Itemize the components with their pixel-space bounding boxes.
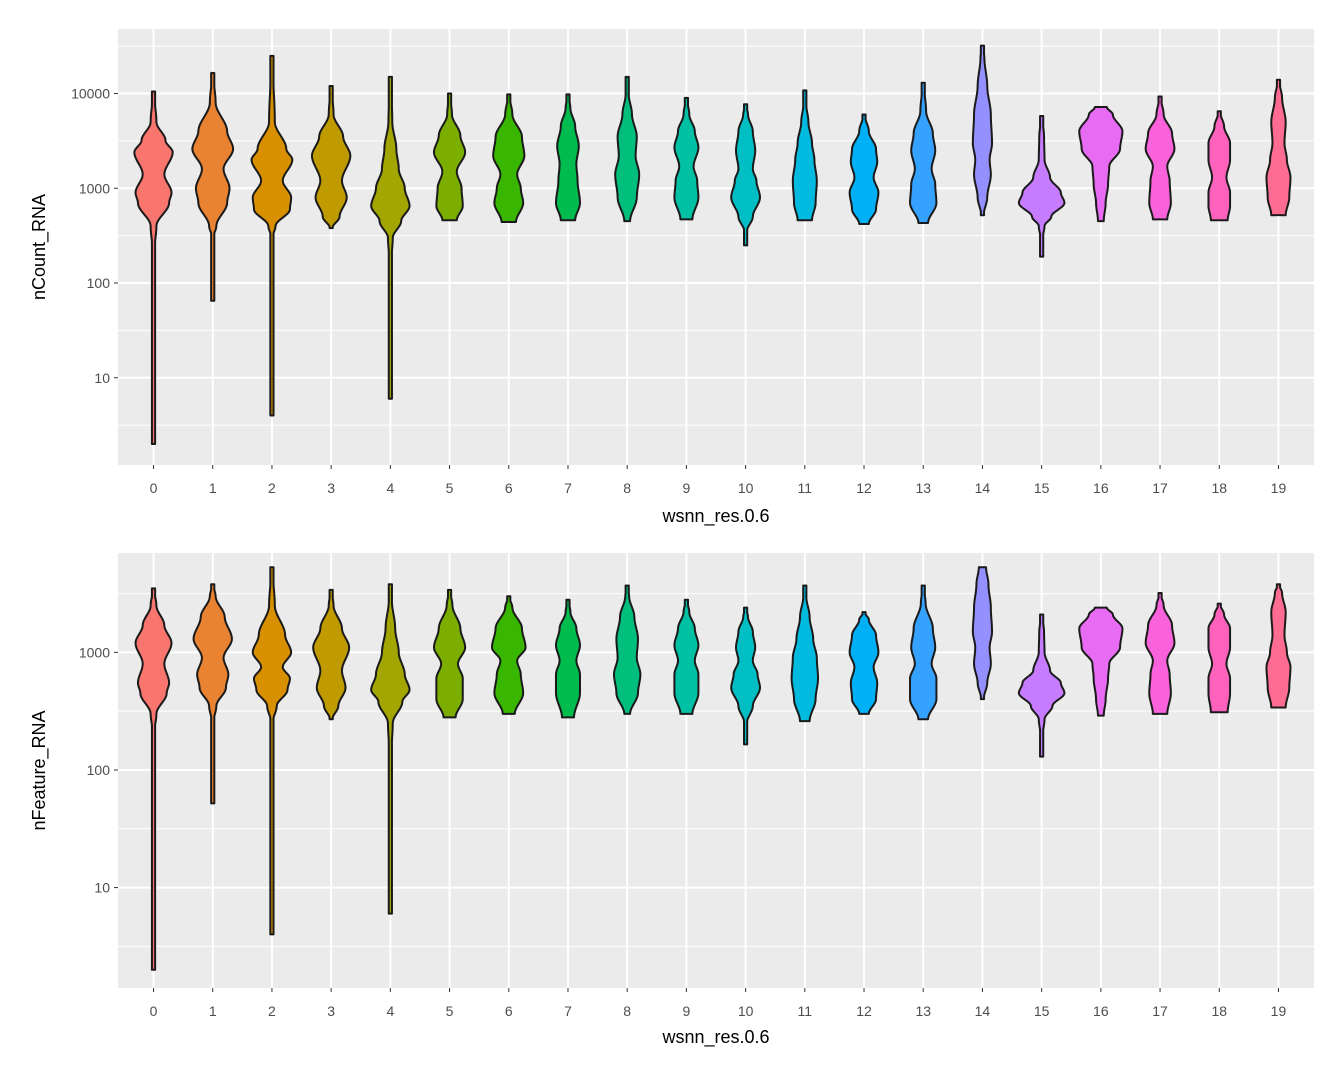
violin-cluster-6 <box>492 93 526 224</box>
x-tick-label: 13 <box>915 1003 931 1019</box>
violin-cluster-7 <box>554 93 581 222</box>
violin-cluster-19 <box>1265 78 1292 217</box>
x-tick-label: 16 <box>1093 1003 1109 1019</box>
violin-cluster-14 <box>971 44 994 217</box>
violin-cluster-2 <box>250 54 294 417</box>
violin-cluster-12 <box>848 611 880 715</box>
x-tick-label: 15 <box>1034 480 1050 496</box>
violin-cluster-0 <box>134 587 173 971</box>
x-tick-label: 19 <box>1271 1003 1287 1019</box>
violin-cluster-16 <box>1078 106 1124 223</box>
x-tick-label: 19 <box>1271 480 1287 496</box>
violin-cluster-1 <box>192 583 233 805</box>
violin-cluster-3 <box>312 588 351 721</box>
x-tick-label: 11 <box>798 480 813 496</box>
violin-cluster-0 <box>133 90 174 445</box>
violin-cluster-11 <box>791 89 818 222</box>
violin-cluster-7 <box>554 598 581 719</box>
violin-cluster-13 <box>909 584 938 721</box>
violin-cluster-1 <box>191 71 235 302</box>
x-tick-label: 1 <box>209 480 217 496</box>
x-tick-label: 6 <box>505 1003 513 1019</box>
x-tick-label: 8 <box>623 1003 631 1019</box>
violin-cluster-11 <box>790 584 820 723</box>
y-tick-label: 1000 <box>79 644 110 660</box>
x-tick-label: 0 <box>150 1003 158 1019</box>
x-tick-label: 3 <box>327 480 335 496</box>
x-tick-label: 18 <box>1211 480 1227 496</box>
x-tick-label: 2 <box>268 1003 276 1019</box>
violin-cluster-17 <box>1144 95 1176 221</box>
y-tick-label: 1000 <box>79 180 110 196</box>
violin-cluster-2 <box>251 566 293 936</box>
violin-cluster-16 <box>1078 606 1124 717</box>
violin-cluster-18 <box>1207 110 1232 222</box>
x-tick-label: 10 <box>738 1003 754 1019</box>
y-axis-title: nCount_RNA <box>29 194 50 300</box>
y-axis-title: nFeature_RNA <box>29 710 50 830</box>
violin-cluster-5 <box>432 588 467 719</box>
y-tick-label: 10 <box>94 370 110 386</box>
y-tick-label: 100 <box>87 762 111 778</box>
y-tick-label: 10000 <box>71 86 110 102</box>
violin-cluster-4 <box>370 583 411 915</box>
violin-cluster-19 <box>1265 583 1292 709</box>
x-tick-label: 15 <box>1034 1003 1050 1019</box>
panel-background <box>118 29 1314 465</box>
x-axis-title: wsnn_res.0.6 <box>661 506 769 527</box>
violin-cluster-9 <box>673 598 700 715</box>
x-tick-label: 16 <box>1093 480 1109 496</box>
violin-cluster-15 <box>1017 613 1066 758</box>
x-tick-label: 2 <box>268 480 276 496</box>
x-tick-label: 11 <box>798 1003 813 1019</box>
violin-cluster-10 <box>730 606 761 746</box>
violin-cluster-8 <box>614 75 641 223</box>
x-tick-label: 5 <box>446 480 454 496</box>
x-tick-label: 14 <box>975 480 991 496</box>
x-axis-title: wsnn_res.0.6 <box>661 1027 769 1048</box>
x-tick-label: 18 <box>1211 1003 1227 1019</box>
violin-cluster-18 <box>1207 602 1232 714</box>
x-tick-label: 8 <box>623 480 631 496</box>
x-tick-label: 0 <box>150 480 158 496</box>
x-tick-label: 12 <box>856 1003 872 1019</box>
y-tick-label: 10 <box>94 880 110 896</box>
x-tick-label: 17 <box>1152 1003 1168 1019</box>
violin-cluster-5 <box>432 92 467 222</box>
x-tick-label: 13 <box>915 480 931 496</box>
x-tick-label: 7 <box>564 480 572 496</box>
x-tick-label: 4 <box>386 1003 394 1019</box>
x-tick-label: 9 <box>682 1003 690 1019</box>
x-tick-label: 10 <box>738 480 754 496</box>
violin-cluster-13 <box>909 81 938 225</box>
x-tick-label: 14 <box>975 1003 991 1019</box>
violin-cluster-6 <box>490 595 527 715</box>
x-tick-label: 5 <box>446 1003 454 1019</box>
violin-cluster-4 <box>370 75 411 400</box>
x-tick-label: 3 <box>327 1003 335 1019</box>
violin-cluster-3 <box>310 85 352 230</box>
x-tick-label: 1 <box>209 1003 217 1019</box>
x-tick-label: 9 <box>682 480 690 496</box>
x-tick-label: 12 <box>856 480 872 496</box>
x-tick-label: 17 <box>1152 480 1168 496</box>
y-tick-label: 100 <box>87 275 111 291</box>
x-tick-label: 4 <box>386 480 394 496</box>
violin-cluster-15 <box>1017 114 1066 258</box>
violin-cluster-14 <box>971 566 994 701</box>
violin-cluster-9 <box>673 96 700 221</box>
violin-cluster-17 <box>1144 591 1176 715</box>
violin-cluster-10 <box>730 103 761 247</box>
x-tick-label: 7 <box>564 1003 572 1019</box>
violin-cluster-8 <box>612 584 642 715</box>
x-tick-label: 6 <box>505 480 513 496</box>
violin-cluster-12 <box>848 113 880 225</box>
